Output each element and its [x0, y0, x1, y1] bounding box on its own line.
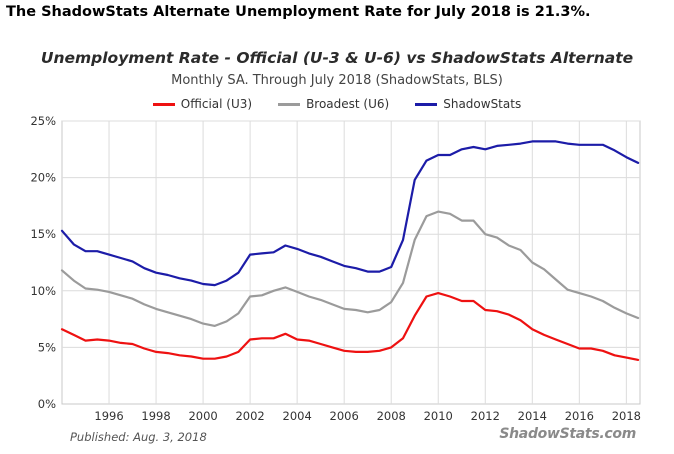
- series-line-u6: [60, 210, 640, 327]
- x-tick-label: 2000: [188, 409, 217, 423]
- published-date: Published: Aug. 3, 2018: [70, 430, 207, 444]
- legend-label-u3: Official (U3): [180, 97, 253, 111]
- chart-subtitle: Monthly SA. Through July 2018 (ShadowSta…: [171, 73, 503, 88]
- x-tick-label: 2014: [518, 409, 547, 423]
- y-tick-label: 25%: [30, 114, 56, 128]
- legend-item-u3: Official (U3): [152, 96, 253, 112]
- x-tick-label: 2018: [612, 409, 641, 423]
- series-layer: [60, 140, 640, 361]
- x-tick-label: 2006: [330, 409, 359, 423]
- y-tick-label: 0%: [38, 397, 56, 411]
- y-tick-label: 20%: [30, 171, 56, 185]
- x-tick-label: 2010: [424, 409, 453, 423]
- legend-label-u6: Broadest (U6): [306, 97, 390, 111]
- shadowstats-watermark: ShadowStats.com: [499, 426, 636, 442]
- x-tick-label: 2008: [377, 409, 406, 423]
- series-line-shadowstats: [60, 140, 640, 287]
- legend-label-shadowstats: ShadowStats: [443, 97, 522, 111]
- series-line-u3: [60, 292, 640, 361]
- x-tick-label: 1998: [141, 409, 170, 423]
- x-tick-label: 2012: [471, 409, 500, 423]
- chart-title: Unemployment Rate - Official (U-3 & U-6)…: [40, 49, 634, 67]
- plot-area: [61, 120, 641, 405]
- x-tick-label: 1996: [94, 409, 123, 423]
- x-tick-label: 2002: [235, 409, 264, 423]
- legend-item-shadowstats: ShadowStats: [415, 96, 521, 112]
- y-tick-label: 10%: [30, 284, 56, 298]
- legend-swatch-shadowstats: [415, 102, 438, 106]
- chart-legend: Official (U3) Broadest (U6) ShadowStats: [0, 96, 674, 112]
- x-tick-label: 2004: [283, 409, 312, 423]
- y-tick-label: 15%: [30, 227, 56, 241]
- page-headline: The ShadowStats Alternate Unemployment R…: [6, 4, 591, 20]
- grid-layer: [62, 120, 640, 404]
- legend-item-u6: Broadest (U6): [278, 96, 389, 112]
- x-tick-label: 2016: [565, 409, 594, 423]
- legend-swatch-u3: [152, 102, 175, 106]
- legend-swatch-u6: [278, 102, 301, 106]
- y-tick-label: 5%: [38, 340, 56, 354]
- axis-layer: 0% 5% 10% 15% 20% 25% 1996 1998 2000 2002 2004 2006…: [30, 114, 641, 423]
